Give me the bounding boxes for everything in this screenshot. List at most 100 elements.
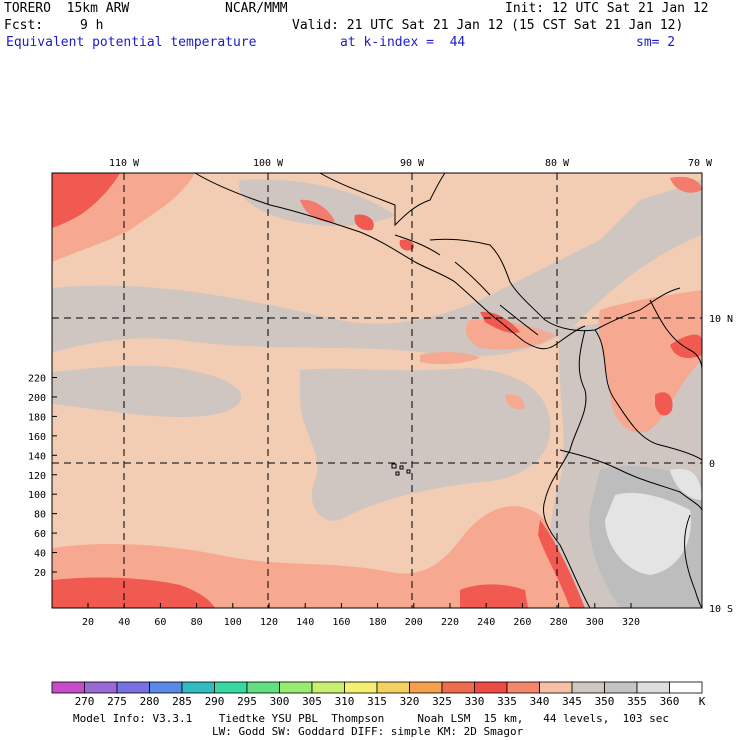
forecast-hour: 9 h: [80, 18, 104, 33]
border-ecuador-peru: [559, 449, 702, 511]
colorbar-swatch: [376, 681, 410, 694]
physics-info-line: LW: Godd SW: Goddard DIFF: simple KM: 2D…: [212, 725, 524, 738]
colorbar-swatch: [214, 681, 248, 694]
x-tick-label: 220: [441, 617, 459, 628]
colorbar-swatch: [441, 681, 475, 694]
field-region-340: [505, 394, 525, 410]
y-tick-label: 40: [34, 549, 46, 560]
x-tick-label: 80: [191, 617, 203, 628]
longitude-label: 100 W: [253, 158, 284, 169]
colorbar-swatch: [311, 681, 345, 694]
field-region-360: [605, 492, 691, 575]
colorbar-swatch: [571, 681, 605, 694]
latitude-label: 0: [709, 459, 715, 470]
level-label: at k-index = 44: [340, 35, 466, 50]
latitude-label: 10 N: [709, 314, 733, 325]
colorbar-swatch: [51, 681, 85, 694]
field-region-350: [239, 179, 395, 226]
x-tick-label: 140: [296, 617, 314, 628]
model-name: TORERO 15km ARW: [4, 1, 130, 16]
field-region-330: [538, 520, 585, 608]
field-region-330: [354, 214, 374, 231]
colorbar: [51, 681, 703, 694]
center-name: NCAR/MMM: [225, 1, 288, 16]
colorbar-label: 355: [627, 695, 647, 708]
colorbar-swatch: [181, 681, 215, 694]
x-tick-label: 280: [550, 617, 568, 628]
coastline-central-america: [194, 173, 586, 350]
field-region-340: [52, 506, 575, 608]
colorbar-label: 275: [107, 695, 127, 708]
colorbar-label: 335: [497, 695, 517, 708]
map-frame: [51, 172, 703, 609]
x-tick-label: 160: [332, 617, 350, 628]
coastline-yucatan-gulf: [319, 173, 446, 227]
field-region-340: [420, 352, 480, 365]
galapagos-islands: [391, 463, 411, 476]
colorbar-label: 310: [334, 695, 355, 708]
colorbar-swatch: [149, 681, 183, 694]
border-colombia: [594, 329, 702, 461]
x-tick-label: 240: [477, 617, 495, 628]
x-tick-label: 300: [586, 617, 604, 628]
field-title: Equivalent potential temperature: [6, 35, 257, 50]
field-region-335: [670, 176, 702, 193]
x-tick-label: 60: [154, 617, 166, 628]
y-tick-label: 200: [28, 393, 46, 404]
colorbar-label: 300: [269, 695, 290, 708]
x-tick-label: 20: [82, 617, 94, 628]
x-tick-label: 260: [513, 617, 531, 628]
border-central-america: [394, 234, 539, 336]
colorbar-label: 325: [432, 695, 452, 708]
x-tick-label: 120: [260, 617, 278, 628]
colorbar-swatch: [539, 681, 573, 694]
colorbar-label: 350: [594, 695, 615, 708]
border-peru-bolivia: [684, 514, 702, 608]
field-region-340: [598, 290, 702, 433]
colorbar-label: 295: [237, 695, 257, 708]
valid-time: Valid: 21 UTC Sat 21 Jan 12 (15 CST Sat …: [292, 18, 684, 33]
colorbar-swatch: [344, 681, 378, 694]
y-tick-label: 80: [34, 510, 46, 521]
x-tick-label: 320: [622, 617, 640, 628]
colorbar-label: 285: [172, 695, 192, 708]
field-region-340: [465, 319, 555, 350]
colorbar-label: 320: [399, 695, 420, 708]
latitude-label: 10 S: [709, 604, 733, 615]
border-venezuela: [649, 299, 702, 371]
colorbar-unit: K: [698, 695, 706, 708]
x-tick-label: 100: [224, 617, 242, 628]
x-tick-label: 40: [118, 617, 130, 628]
colorbar-label: 290: [204, 695, 225, 708]
colorbar-label: 315: [367, 695, 387, 708]
field-region-350: [52, 365, 242, 418]
y-tick-label: 20: [34, 568, 46, 579]
longitude-label: 90 W: [400, 158, 425, 169]
colorbar-swatch: [604, 681, 638, 694]
smoothing-label: sm= 2: [636, 35, 676, 50]
colorbar-label: 270: [74, 695, 95, 708]
longitude-label: 110 W: [109, 158, 140, 169]
colorbar-swatch: [279, 681, 313, 694]
colorbar-swatch: [116, 681, 150, 694]
field-region-330: [399, 239, 415, 251]
colorbar-label: 330: [464, 695, 485, 708]
x-tick-label: 200: [405, 617, 423, 628]
coastline-caribbean: [429, 238, 681, 332]
colorbar-swatch: [636, 681, 670, 694]
field-region-360: [670, 468, 702, 500]
y-tick-label: 220: [28, 374, 46, 385]
longitude-label: 80 W: [545, 158, 570, 169]
colorbar-swatch: [669, 681, 703, 694]
colorbar-label: 360: [659, 695, 680, 708]
colorbar-swatch: [506, 681, 540, 694]
y-tick-label: 180: [28, 412, 46, 423]
y-tick-label: 120: [28, 471, 46, 482]
init-time: Init: 12 UTC Sat 21 Jan 12: [505, 1, 709, 16]
field-region-330: [52, 173, 120, 228]
field-region-330: [460, 584, 528, 608]
field-region-350: [300, 368, 551, 521]
forecast-label: Fcst:: [4, 18, 44, 33]
field-region-330: [52, 577, 215, 608]
coastline-south-america-west: [543, 329, 591, 608]
